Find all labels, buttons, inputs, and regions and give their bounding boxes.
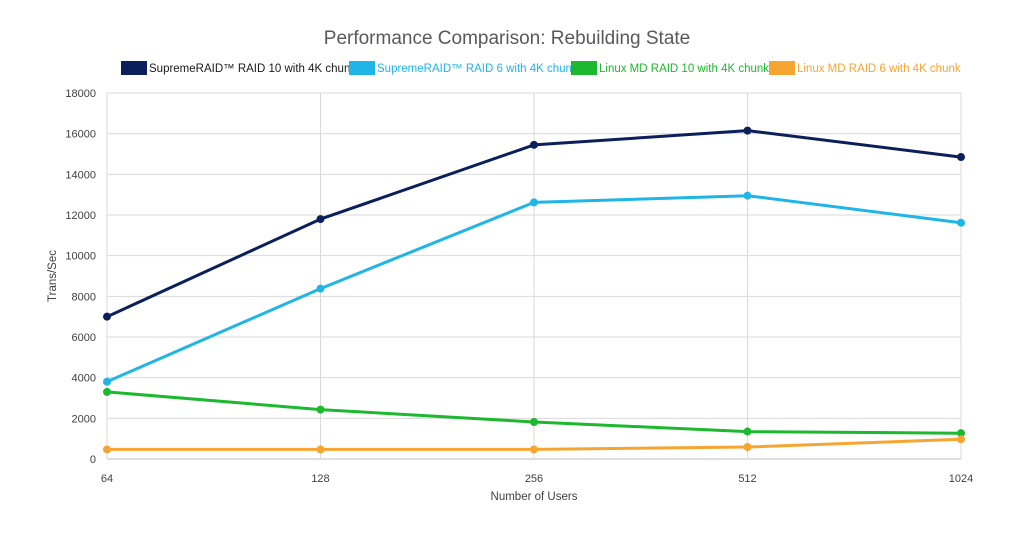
- data-point[interactable]: [743, 126, 752, 135]
- y-axis-label: Trans/Sec: [47, 250, 59, 302]
- legend-label-linux-md-raid10: Linux MD RAID 10 with 4K chunk: [599, 63, 769, 75]
- data-point[interactable]: [743, 191, 752, 200]
- series-1: [103, 191, 965, 386]
- x-tick-label: 128: [311, 473, 329, 485]
- data-point[interactable]: [103, 377, 111, 386]
- data-point[interactable]: [957, 435, 965, 444]
- data-point[interactable]: [957, 218, 965, 227]
- data-point[interactable]: [743, 427, 752, 436]
- y-tick-label: 8000: [72, 291, 96, 303]
- data-point[interactable]: [530, 198, 538, 207]
- data-point[interactable]: [530, 140, 538, 149]
- data-point[interactable]: [103, 387, 111, 396]
- legend-item-linux-md-raid10[interactable]: Linux MD RAID 10 with 4K chunk: [571, 61, 769, 75]
- data-point[interactable]: [957, 429, 965, 438]
- gridlines: [106, 92, 962, 460]
- legend: SupremeRAID™ RAID 10 with 4K chunk Supre…: [121, 61, 961, 75]
- data-point[interactable]: [316, 215, 325, 224]
- y-tick-label: 0: [90, 454, 96, 466]
- y-axis-ticks: 0 2000 4000 6000 8000 10000 12000 14000 16000 180…: [65, 88, 96, 466]
- y-tick-label: 2000: [72, 413, 96, 425]
- y-tick-label: 16000: [65, 129, 96, 141]
- data-point[interactable]: [103, 312, 111, 321]
- legend-label-linux-md-raid6: Linux MD RAID 6 with 4K chunk: [797, 63, 961, 75]
- y-tick-label: 4000: [72, 373, 96, 385]
- legend-swatch-linux-md-raid10: [571, 61, 597, 75]
- x-tick-label: 64: [101, 473, 113, 485]
- data-point[interactable]: [743, 443, 752, 452]
- legend-item-supremeraid-raid6[interactable]: SupremeRAID™ RAID 6 with 4K chunk: [349, 61, 578, 75]
- legend-swatch-supremeraid-raid6: [349, 61, 375, 75]
- x-tick-label: 512: [738, 473, 756, 485]
- x-tick-label: 1024: [949, 473, 973, 485]
- y-tick-label: 18000: [65, 88, 96, 100]
- x-axis-ticks: 64 128 256 512 1024: [101, 473, 973, 485]
- x-tick-label: 256: [525, 473, 543, 485]
- series-2: [103, 387, 965, 438]
- data-point[interactable]: [316, 284, 325, 293]
- data-point[interactable]: [530, 445, 538, 454]
- data-point[interactable]: [316, 405, 325, 414]
- legend-item-linux-md-raid6[interactable]: Linux MD RAID 6 with 4K chunk: [769, 61, 961, 75]
- y-tick-label: 10000: [65, 251, 96, 263]
- y-tick-label: 6000: [72, 332, 96, 344]
- legend-swatch-supremeraid-raid10: [121, 61, 147, 75]
- legend-swatch-linux-md-raid6: [769, 61, 795, 75]
- data-point[interactable]: [316, 445, 325, 454]
- data-point[interactable]: [530, 417, 538, 426]
- x-axis-label: Number of Users: [491, 491, 578, 503]
- series-0: [103, 126, 965, 321]
- series-lines: [103, 126, 965, 454]
- y-tick-label: 12000: [65, 210, 96, 222]
- y-tick-label: 14000: [65, 169, 96, 181]
- legend-item-supremeraid-raid10[interactable]: SupremeRAID™ RAID 10 with 4K chunk: [121, 61, 356, 75]
- chart-title: Performance Comparison: Rebuilding State: [324, 28, 690, 49]
- legend-label-supremeraid-raid10: SupremeRAID™ RAID 10 with 4K chunk: [149, 63, 356, 75]
- legend-label-supremeraid-raid6: SupremeRAID™ RAID 6 with 4K chunk: [377, 63, 578, 75]
- data-point[interactable]: [957, 153, 965, 162]
- series-3: [103, 435, 965, 454]
- data-point[interactable]: [103, 445, 111, 454]
